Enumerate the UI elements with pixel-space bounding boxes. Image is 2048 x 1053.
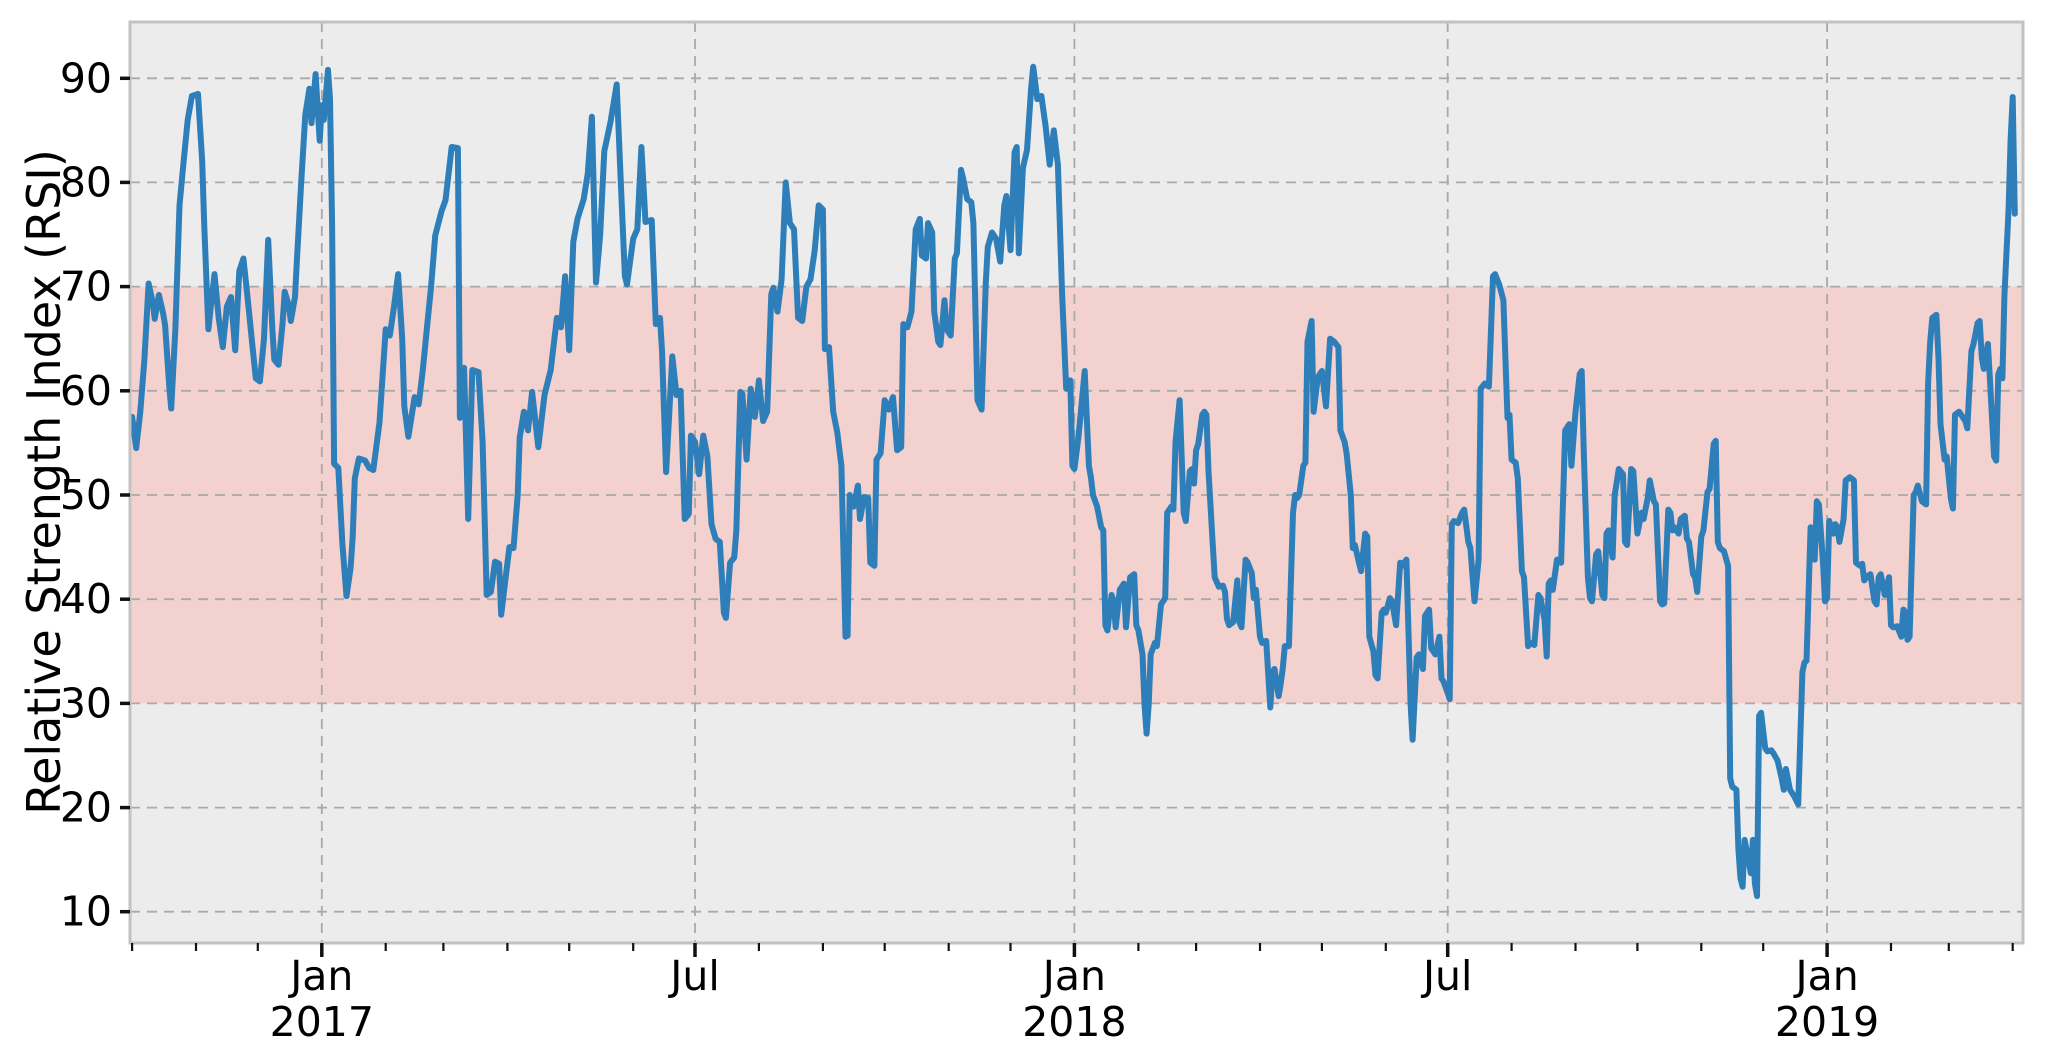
x-minor-ticks [131, 943, 2014, 951]
y-tick-label: 40 [60, 575, 112, 623]
plot-border [128, 20, 2025, 945]
x-tick-label: Jan [287, 952, 353, 1000]
y-axis: 10 20 30 40 50 60 70 80 90 [60, 54, 130, 936]
y-tick-label: 90 [60, 54, 112, 102]
x-tick-label: Jul [1420, 952, 1472, 1000]
rsi-line [130, 63, 2018, 900]
y-tick-label: 80 [60, 158, 112, 206]
x-tick-label: Jul [667, 952, 719, 1000]
y-tick-label: 50 [60, 471, 112, 519]
y-tick-label: 70 [60, 263, 112, 311]
x-gridlines [320, 22, 1828, 943]
x-tick-label: Jan [1040, 952, 1106, 1000]
y-tick-label: 10 [60, 888, 112, 936]
x-tick-label: Jan [1792, 952, 1858, 1000]
y-axis-label: Relative Strength Index (RSI) [17, 149, 71, 815]
x-tick-year-label: 2017 [270, 998, 374, 1046]
y-tick-label: 60 [60, 367, 112, 415]
y-tick-label: 20 [60, 784, 112, 832]
neutral-band [130, 286, 2023, 704]
x-tick-year-label: 2019 [1775, 998, 1879, 1046]
x-tick-year-label: 2018 [1022, 998, 1126, 1046]
y-tick-label: 30 [60, 679, 112, 727]
